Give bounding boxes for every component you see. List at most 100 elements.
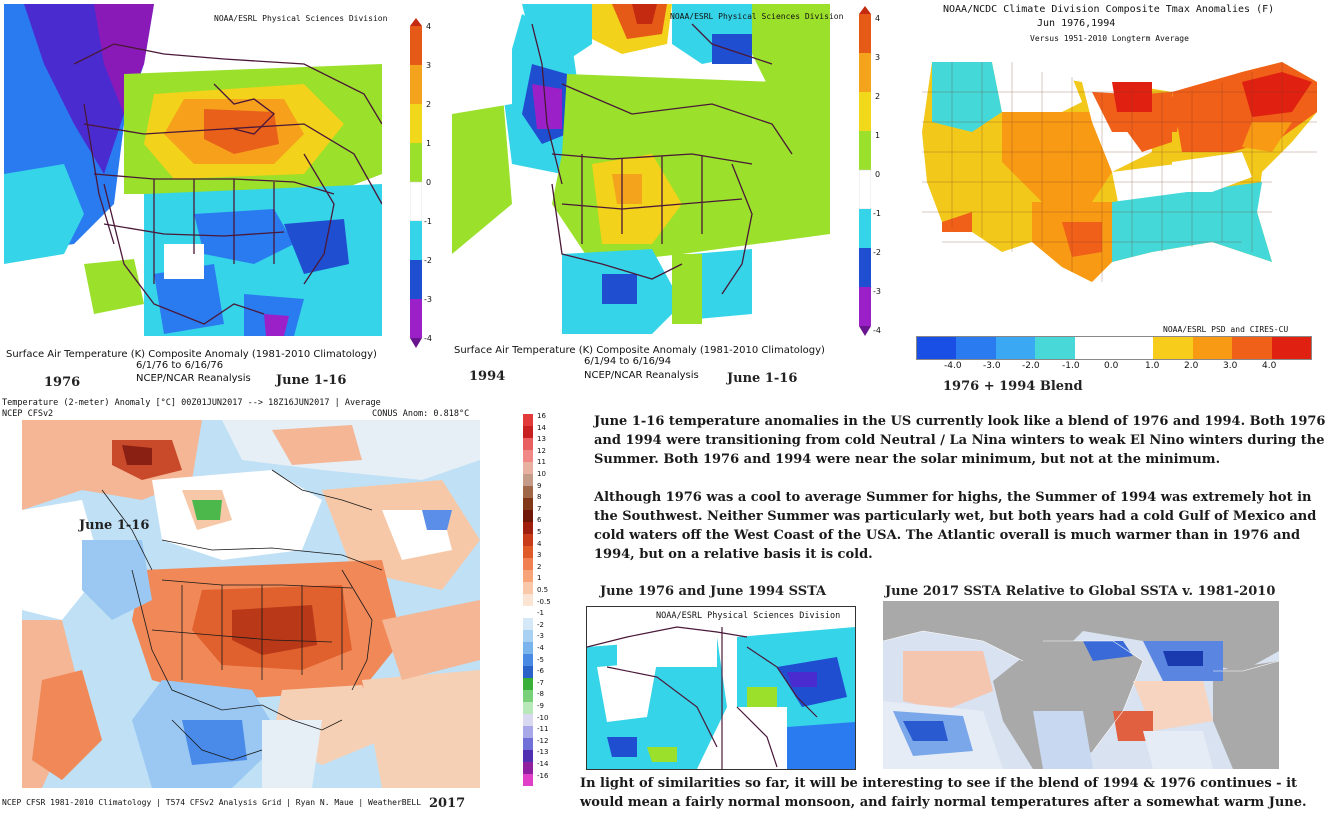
blend-scale-swatch — [1192, 337, 1233, 359]
blend-scale-swatch — [1271, 337, 1312, 359]
blend-scale-tick: -2.0 — [1022, 361, 1040, 371]
cbar-1994-tick: 4 — [875, 14, 881, 23]
cbar-2017-tick: 8 — [537, 493, 542, 502]
paragraph-1: June 1-16 temperature anomalies in the U… — [594, 414, 1326, 467]
map-ssta-1976-1994 — [586, 606, 856, 770]
colorbar-1976 — [409, 18, 423, 348]
blend-scale-swatch — [1035, 337, 1075, 359]
blend-scale-swatch — [917, 337, 957, 359]
cbar-2017-tick: 11 — [537, 458, 546, 467]
date-label-1994: June 1-16 — [727, 371, 798, 386]
caption-1976-line2: 6/1/76 to 6/16/76 — [136, 360, 224, 371]
ssta-2017-title: June 2017 SSTA Relative to Global SSTA v… — [885, 584, 1276, 599]
cbar-2017-tick: -16 — [537, 771, 549, 780]
cbar-2017-tick: 14 — [537, 423, 546, 432]
cbar-1976-tick: 2 — [426, 100, 432, 109]
paragraph-2: Although 1976 was a cool to average Summ… — [594, 490, 1317, 562]
cbar-1994-tick: 2 — [875, 92, 881, 101]
cbar-1976-tick: 4 — [426, 22, 432, 31]
cbar-2017-tick: 0.5 — [537, 586, 549, 594]
cbar-2017-tick: -8 — [537, 690, 544, 699]
blend-credit: NOAA/ESRL PSD and CIRES-CU — [1163, 325, 1289, 334]
blend-scale-swatch — [1232, 337, 1272, 359]
cbar-2017-tick: -4 — [537, 644, 544, 652]
cbar-1976-tick: 3 — [426, 61, 432, 70]
date-label-1976: June 1-16 — [276, 373, 347, 388]
blend-scale-tick: 4.0 — [1262, 361, 1277, 371]
credit-1994: NOAA/ESRL Physical Sciences Division — [670, 12, 844, 21]
cbar-1994-tick: -2 — [873, 248, 881, 257]
cfs-header-model: NCEP CFSv2 — [2, 409, 54, 419]
blend-scale-swatch — [956, 337, 996, 359]
map-blend-us — [912, 52, 1324, 284]
cbar-1976-tick: 0 — [426, 178, 432, 187]
cbar-1994-tick: -4 — [873, 326, 881, 335]
colorbar-2017 — [523, 414, 533, 786]
blend-scale-swatch — [1074, 337, 1115, 359]
cbar-1976-tick: -2 — [424, 256, 432, 265]
cbar-1994-tick: -3 — [873, 287, 881, 296]
blend-scale-swatch — [995, 337, 1036, 359]
cbar-1994-tick: 1 — [875, 131, 881, 140]
cfs-inset-label: June 1-16 — [79, 518, 150, 533]
cbar-2017-tick: -3 — [537, 632, 544, 641]
cbar-2017-tick: 16 — [537, 412, 546, 420]
cbar-2017-tick: -7 — [537, 678, 544, 687]
cbar-1994-tick: -1 — [873, 209, 881, 218]
cbar-2017-tick: -1 — [537, 609, 544, 618]
cfs-header-line1: Temperature (2-meter) Anomaly [°C] 00Z01… — [2, 398, 381, 408]
cbar-2017-tick: 4 — [537, 539, 542, 548]
blend-scale-tick: 2.0 — [1184, 361, 1199, 371]
cbar-2017-tick: -9 — [537, 702, 544, 710]
cbar-2017-tick: -2 — [537, 620, 544, 629]
ssta-1976-1994-title: June 1976 and June 1994 SSTA — [600, 584, 827, 599]
caption-1994-line1: Surface Air Temperature (K) Composite An… — [454, 345, 825, 356]
blend-scale-tick: -3.0 — [983, 361, 1001, 371]
blend-label: 1976 + 1994 Blend — [943, 379, 1083, 394]
cbar-1976-tick: 1 — [426, 139, 432, 148]
cfs-header-anom: CONUS Anom: 0.818°C — [372, 409, 470, 419]
blend-scale-swatch — [1153, 337, 1193, 359]
cbar-2017-tick: 7 — [537, 504, 542, 513]
cbar-2017-tick: -14 — [537, 760, 549, 768]
blend-scale-tick: -1.0 — [1062, 361, 1080, 371]
cbar-2017-tick: 5 — [537, 528, 542, 536]
cbar-1994-tick: 3 — [875, 53, 881, 62]
cbar-1976-tick: -1 — [424, 217, 432, 226]
cbar-2017-tick: 13 — [537, 435, 546, 444]
cbar-1976-tick: -4 — [424, 334, 432, 343]
cbar-2017-tick: -0.5 — [537, 597, 551, 606]
year-label-2017: 2017 — [429, 796, 466, 811]
year-label-1976: 1976 — [44, 375, 81, 390]
blend-scale-bar — [916, 336, 1312, 360]
cbar-2017-tick: 3 — [537, 551, 542, 560]
cbar-2017-tick: 9 — [537, 481, 542, 490]
credit-1976: NOAA/ESRL Physical Sciences Division — [214, 14, 388, 23]
blend-title-line3: Versus 1951-2010 Longterm Average — [1030, 34, 1189, 43]
blend-scale-tick: 3.0 — [1223, 361, 1238, 371]
caption-1976-line3: NCEP/NCAR Reanalysis — [136, 373, 251, 384]
cbar-2017-tick: -6 — [537, 667, 544, 676]
caption-1994-line2: 6/1/94 to 6/16/94 — [584, 356, 672, 367]
cbar-2017-tick: 1 — [537, 574, 542, 583]
caption-1976-line1: Surface Air Temperature (K) Composite An… — [6, 349, 377, 360]
blend-scale-tick: 1.0 — [1145, 361, 1160, 371]
blend-scale-tick: 0.0 — [1104, 361, 1119, 371]
colorbar-1994 — [858, 6, 872, 344]
cbar-2017-tick: 6 — [537, 516, 542, 525]
cbar-2017-tick: -5 — [537, 655, 544, 664]
cbar-1976-tick: -3 — [424, 295, 432, 304]
map-2017-anomaly — [22, 420, 480, 788]
cbar-2017-tick: -13 — [537, 748, 549, 757]
ssta-1976-1994-credit: NOAA/ESRL Physical Sciences Division — [656, 611, 841, 621]
conclusion: In light of similarities so far, it will… — [580, 776, 1307, 810]
year-label-1994: 1994 — [469, 369, 506, 384]
map-1976-anomaly — [4, 4, 382, 336]
blend-title-line2: Jun 1976,1994 — [1037, 18, 1116, 29]
cbar-2017-tick: 12 — [537, 446, 546, 455]
cbar-2017-tick: 10 — [537, 470, 546, 478]
cfs-footer: NCEP CFSR 1981-2010 Climatology | T574 C… — [2, 798, 422, 807]
map-1994-anomaly — [452, 4, 830, 334]
blend-title-line1: NOAA/NCDC Climate Division Composite Tma… — [943, 4, 1275, 15]
cbar-2017-tick: -12 — [537, 736, 549, 745]
